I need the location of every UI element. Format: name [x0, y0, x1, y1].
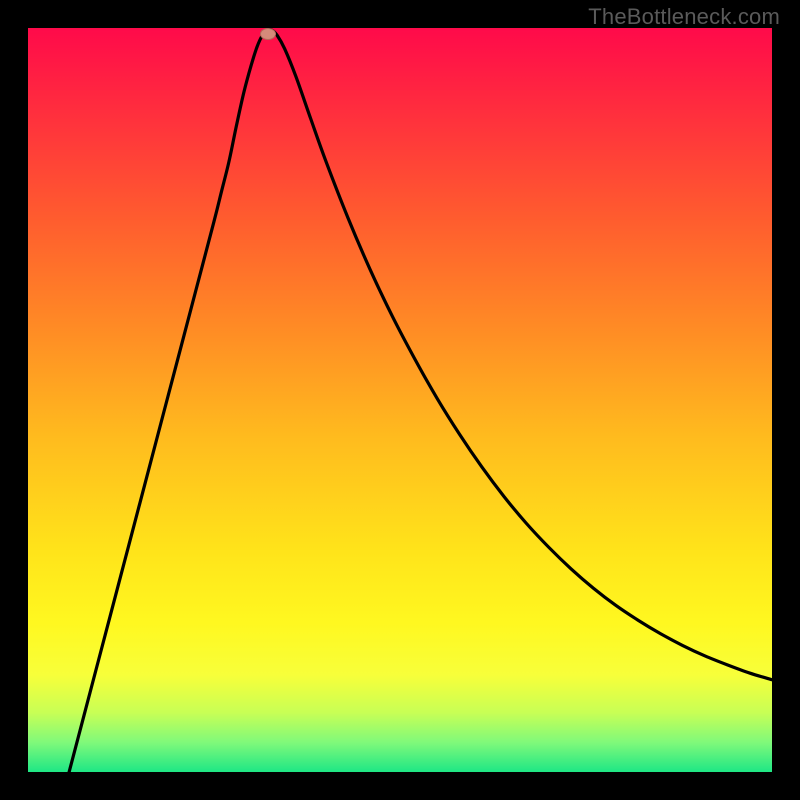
bottleneck-curve — [28, 28, 772, 772]
plot-area — [28, 28, 772, 772]
watermark-text: TheBottleneck.com — [588, 4, 780, 30]
optimum-marker — [260, 28, 276, 40]
